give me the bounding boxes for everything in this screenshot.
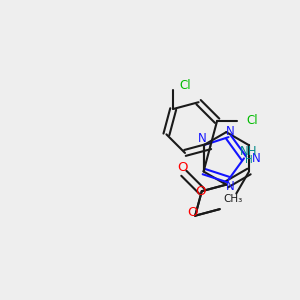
Text: Cl: Cl (246, 114, 258, 127)
Text: Cl: Cl (179, 79, 191, 92)
Text: N: N (226, 125, 234, 138)
Text: NH: NH (240, 145, 258, 158)
Text: O: O (177, 161, 188, 174)
Text: N: N (198, 132, 206, 145)
Text: O: O (195, 185, 206, 198)
Text: H: H (245, 154, 253, 165)
Text: O: O (187, 206, 197, 219)
Text: N: N (226, 180, 234, 193)
Text: N: N (252, 152, 261, 165)
Text: CH₃: CH₃ (224, 194, 243, 204)
